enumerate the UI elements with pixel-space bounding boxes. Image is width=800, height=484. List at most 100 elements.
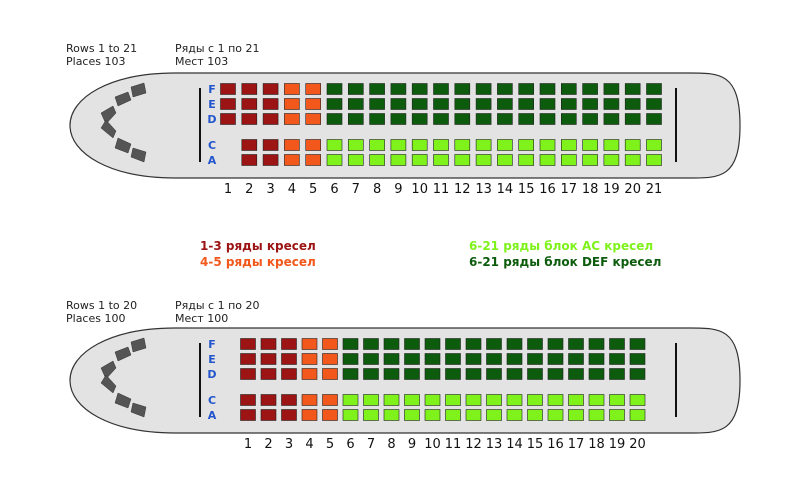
plan1-seat-3A — [262, 154, 279, 166]
plan1-seat-10A — [411, 154, 428, 166]
plan2-seat-15D — [527, 368, 543, 380]
plan1-cockpit-window — [130, 82, 147, 98]
plan1-seat-letter-f: F — [208, 83, 216, 96]
plan2-row-number: 15 — [527, 437, 544, 452]
plan1-seat-14A — [497, 154, 513, 166]
plan1-row-number: 6 — [330, 182, 338, 197]
plan2-row-number: 20 — [629, 437, 646, 452]
plan2-seat-11A — [445, 409, 461, 421]
plan1-cockpit-window — [114, 91, 132, 107]
plan1-seat-1D — [220, 113, 236, 125]
plan1-seat-20E — [624, 98, 641, 110]
plan1-row-number: 4 — [288, 182, 296, 197]
plan2-seat-13C — [486, 394, 502, 406]
plan2-seat-letter-a: A — [208, 409, 217, 422]
plan1-seat-3E — [262, 98, 279, 110]
plan1-places-ru: Мест 103 — [175, 55, 229, 68]
plan1-seat-letter-e: E — [208, 98, 216, 111]
plan2-seat-6E — [342, 353, 359, 365]
plan1-seat-9C — [390, 139, 407, 151]
plan1-seat-18D — [582, 113, 598, 125]
plan1-seat-18F — [582, 83, 598, 95]
plan2-seat-17F — [568, 338, 584, 350]
plan2-seat-15C — [527, 394, 543, 406]
plan1-seat-18E — [582, 98, 598, 110]
plan2-seat-5F — [322, 338, 338, 350]
plan2-seat-5E — [322, 353, 338, 365]
plan2-seat-17E — [568, 353, 584, 365]
plan2-cockpit-window — [130, 337, 147, 353]
plan2-row-number: 12 — [465, 437, 482, 452]
plan1-seat-15A — [518, 154, 535, 166]
plan1-seat-2A — [241, 154, 258, 166]
plan1-seat-6E — [326, 98, 343, 110]
plan2-row-number: 2 — [264, 437, 272, 452]
plan1-seat-13C — [475, 139, 492, 151]
plan1-seat-14C — [497, 139, 513, 151]
plan1-seat-9A — [390, 154, 407, 166]
plan1-seat-5F — [305, 83, 322, 95]
plan1-seat-16E — [539, 98, 556, 110]
plan2-seat-17C — [568, 394, 584, 406]
plan2-seat-2F — [260, 338, 277, 350]
plan2-cockpit-window — [100, 374, 117, 394]
plan2-row-number: 5 — [326, 437, 334, 452]
plan2-seat-12F — [465, 338, 482, 350]
plan1-seat-4C — [284, 139, 300, 151]
plan2-seat-14D — [506, 368, 523, 380]
plan2-seat-10A — [424, 409, 441, 421]
plan2-seat-14E — [506, 353, 523, 365]
plan1-row-number: 12 — [454, 182, 471, 197]
plan1-seat-8F — [369, 83, 385, 95]
plan1-row-number: 10 — [411, 182, 428, 197]
plan1-seat-letter-d: D — [207, 113, 216, 126]
plan2-row-number: 18 — [588, 437, 605, 452]
plan2-seat-4E — [301, 353, 318, 365]
plan1-seat-17A — [560, 154, 577, 166]
plan2-seat-8E — [383, 353, 400, 365]
plan1-seat-16F — [539, 83, 556, 95]
plan2-seat-1E — [240, 353, 256, 365]
plan1-seat-16D — [539, 113, 556, 125]
plan2-seat-1A — [240, 409, 256, 421]
plan2-seat-14F — [506, 338, 523, 350]
plan1-seat-21F — [646, 83, 662, 95]
plan2-seat-11D — [445, 368, 461, 380]
plan1-seat-8A — [369, 154, 385, 166]
plan2-row-number: 14 — [506, 437, 523, 452]
plan1-seat-21D — [646, 113, 662, 125]
plan1-seat-7C — [347, 139, 364, 151]
plan1-seat-12D — [454, 113, 471, 125]
plan2-seat-2D — [260, 368, 277, 380]
plan2-seat-3F — [281, 338, 297, 350]
plan2-seat-13E — [486, 353, 502, 365]
plan1-seat-16C — [539, 139, 556, 151]
plan2-places-en: Places 100 — [66, 312, 126, 325]
plan2-seat-letter-e: E — [208, 353, 216, 366]
plan2-seat-9E — [404, 353, 420, 365]
plan2-seat-15F — [527, 338, 543, 350]
plan1-seat-1F — [220, 83, 236, 95]
plan1-seat-7A — [347, 154, 364, 166]
plan1-seat-7E — [347, 98, 364, 110]
plan2-seat-18F — [588, 338, 605, 350]
legend-block-ac: 6-21 ряды блок AC кресел — [469, 239, 654, 253]
plan2-seat-18A — [588, 409, 605, 421]
plan2-seat-13D — [486, 368, 502, 380]
plan2-rows-en: Rows 1 to 20 — [66, 299, 138, 312]
plan1-seat-18C — [582, 139, 598, 151]
plan2-places-ru: Мест 100 — [175, 312, 229, 325]
plan1-seat-19C — [603, 139, 620, 151]
plan2-row-number: 9 — [408, 437, 416, 452]
plan2-seat-letter-d: D — [207, 368, 216, 381]
plan2-seat-13F — [486, 338, 502, 350]
plan1-cockpit-window — [114, 137, 132, 154]
plan2-cockpit-window — [114, 346, 132, 362]
plan2-seat-14C — [506, 394, 523, 406]
plan2-seat-6C — [342, 394, 359, 406]
plan1-row-number: 1 — [224, 182, 232, 197]
plan1-seat-12A — [454, 154, 471, 166]
plan2-seat-15A — [527, 409, 543, 421]
plan1-seat-3D — [262, 113, 279, 125]
plan2-seat-2E — [260, 353, 277, 365]
